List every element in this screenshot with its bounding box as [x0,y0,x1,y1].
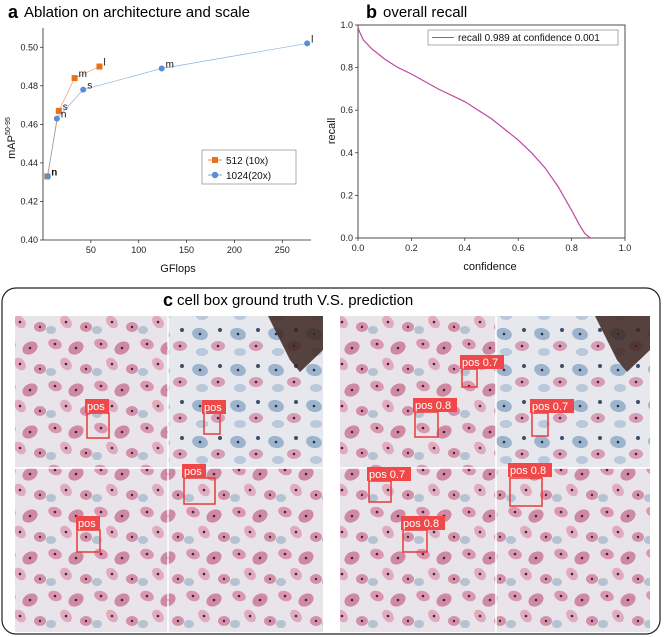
panel-a-point-label-1-3: m [166,59,174,70]
gt-tag-3 [182,464,206,478]
panel-b-x-tick-label: 0.2 [405,243,418,253]
panel-b: b overall recall 0.0 0.2 0.4 0.6 0.8 1.00.00.… [326,2,631,273]
pred-box-5 [509,477,543,507]
gt-label-2: pos [204,402,222,414]
ground-truth-mosaic: pos pos pos pos [15,316,323,632]
gt-label-3: pos [184,466,202,478]
pred-label-6: pos 0.8 [403,518,439,530]
pred-tag-5 [508,463,552,477]
prediction-mosaic: pos 0.7 pos 0.8 pos 0.7 pos 0.7 pos 0.8 … [340,316,650,632]
recall-legend-label: recall 0.989 at confidence 0.001 [458,33,600,44]
panel-b-y-tick-label: 0.8 [340,63,353,73]
panel-b-y-tick-label: 0.0 [340,233,353,243]
pred-label-1: pos 0.7 [462,357,498,369]
panel-b-y-tick-label: 1.0 [340,20,353,30]
panel-a-point-0-2 [71,75,78,82]
legend-label-1024: 1024(20x) [226,171,271,182]
panel-a-point-label-1-1: n [61,110,67,121]
panel-b-axes: 0.0 0.2 0.4 0.6 0.8 1.0 0.0 0.2 0.4 0.6 0.8 1.0 [340,20,631,253]
panel-a-point-1-3 [158,65,165,72]
panel-a-x-tick-label: 250 [275,245,290,255]
pred-tag-1 [460,355,504,369]
gt-tag-1 [85,399,109,413]
recall-curve [357,26,593,239]
panel-a-ylabel: mAP50-95 [5,117,18,159]
panel-a-y-tick-label: 0.46 [20,119,38,129]
panel-b-y-tick-label: 0.4 [340,148,353,158]
panel-a-y-tick-label: 0.42 [20,196,38,206]
panel-c-title: cell box ground truth V.S. prediction [177,292,413,309]
panel-b-letter: b [366,2,377,22]
panel-b-title: overall recall [383,4,467,21]
pred-tag-4 [367,467,411,481]
panel-a-ylabel-main: mAP [6,135,18,159]
panel-b-legend: recall 0.989 at confidence 0.001 [427,29,619,46]
gt-tag-2 [202,400,226,414]
panel-a-letter: a [8,2,19,22]
panel-b-plot-frame [357,24,626,239]
panel-a: a Ablation on architecture and scale 50 1… [5,2,313,275]
panel-c-letter: c [163,290,173,310]
panel-b-marks [357,26,593,239]
pred-tag-6 [401,516,445,530]
panel-a-y-tick-label: 0.40 [20,235,38,245]
panel-a-axes: 50 100 150 200 250 0.40 0.42 0.44 0.46 0.48 0.50 [20,28,311,255]
panel-a-point-0-3 [96,63,103,70]
pred-tag-2 [413,398,457,412]
panel-b-xlabel: confidence [463,261,516,273]
legend-frame [201,149,297,185]
gt-tag-4 [76,516,100,530]
panel-a-x-tick-label: 150 [179,245,194,255]
panel-a-point-label-0-0: n [51,167,57,178]
panel-a-point-label-1-2: s [87,81,92,92]
legend-marker-512 [212,157,218,163]
panel-b-x-tick-label: 1.0 [619,243,632,253]
panel-b-y-tick-label: 0.6 [340,105,353,115]
gt-debris-dark [268,316,323,372]
pred-label-5: pos 0.8 [510,465,546,477]
panel-a-legend: 512 (10x) 1024(20x) [201,149,297,185]
legend-label-512: 512 (10x) [226,156,268,167]
panel-a-point-label-0-1: s [63,102,68,113]
panel-c: c cell box ground truth V.S. prediction … [1,287,661,635]
panel-a-xlabel: GFlops [160,263,196,275]
panel-b-x-tick-label: 0.6 [512,243,525,253]
panel-a-point-label-0-2: m [79,69,87,80]
panel-b-ylabel: recall [326,118,338,144]
panel-b-x-tick-label: 0.4 [459,243,472,253]
recall-legend-frame [427,29,619,46]
panel-a-point-label-0-3: l [103,58,105,69]
panel-a-point-label-1-4: l [311,34,313,45]
panel-b-x-tick-label: 0.8 [565,243,578,253]
panel-a-ylabel-sup: 50-95 [5,117,12,135]
panel-a-point-0-1 [55,107,62,114]
panel-a-y-tick-label: 0.48 [20,81,38,91]
panel-a-y-tick-label: 0.44 [20,158,38,168]
panel-a-point-1-2 [80,86,87,93]
panel-a-point-1-1 [53,115,60,122]
panel-a-title: Ablation on architecture and scale [24,4,250,21]
panel-a-x-tick-label: 200 [227,245,242,255]
panel-a-point-label-1-0: n [52,167,58,178]
legend-marker-1024 [211,171,219,179]
pred-label-2: pos 0.8 [415,400,451,412]
gt-label-1: pos [87,401,105,413]
pred-label-4: pos 0.7 [369,469,405,481]
gt-label-4: pos [78,518,96,530]
panel-b-x-tick-label: 0.0 [352,243,365,253]
pred-debris-dark [595,316,650,372]
panel-a-y-tick-label: 0.50 [20,42,38,52]
panel-a-x-tick-label: 50 [86,245,96,255]
pred-tag-3 [530,399,574,413]
panel-a-point-1-0 [44,173,51,180]
panel-a-point-1-4 [304,40,311,47]
panel-a-x-tick-label: 100 [131,245,146,255]
panel-b-y-tick-label: 0.2 [340,190,353,200]
pred-label-3: pos 0.7 [532,401,568,413]
